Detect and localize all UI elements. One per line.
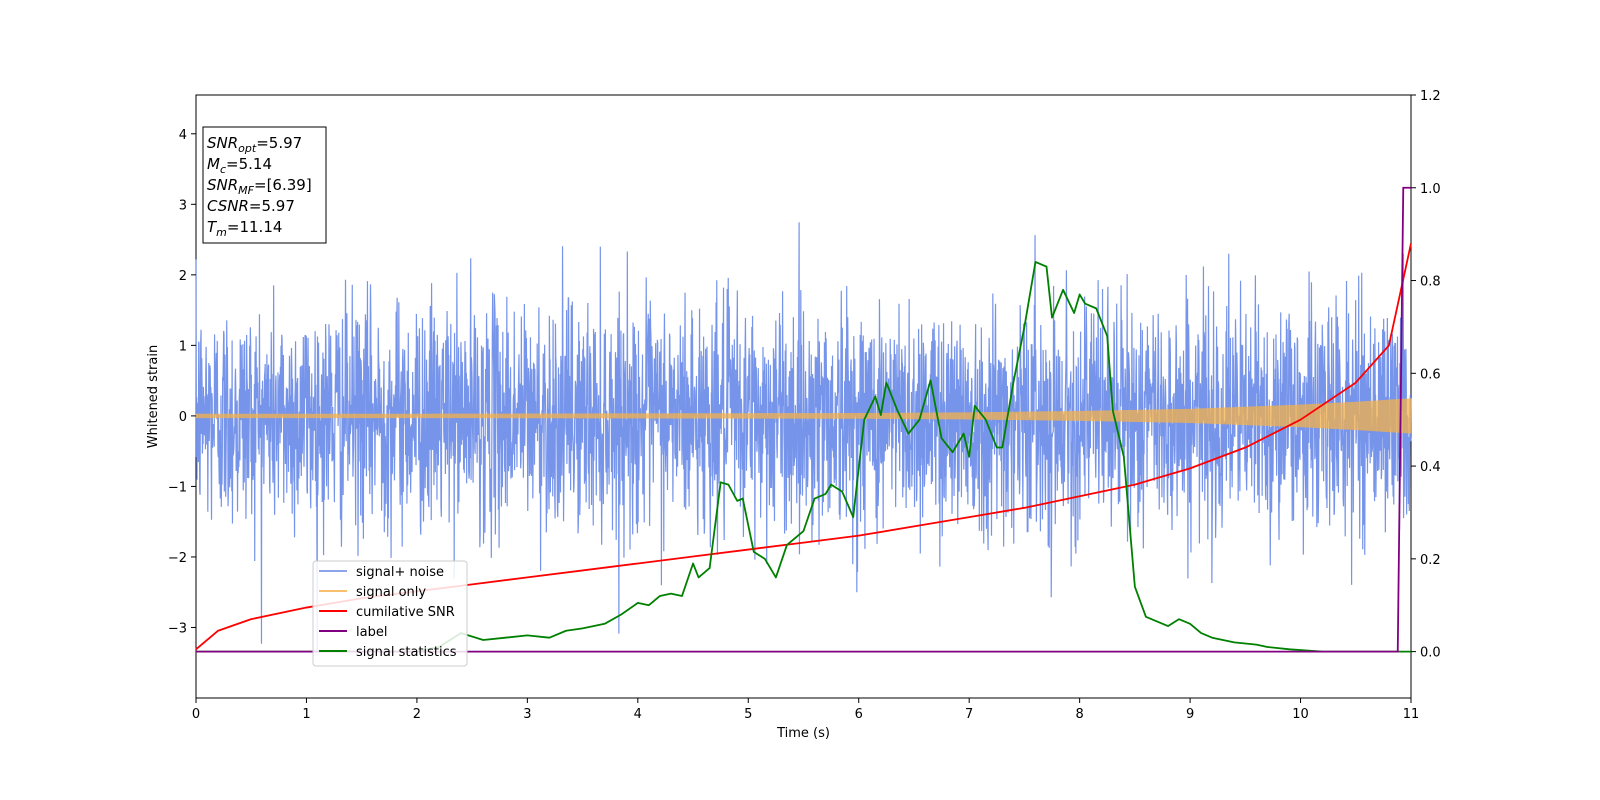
legend-label: label (356, 625, 387, 640)
x-tick-label: 5 (744, 707, 752, 722)
series-signal-statistics (196, 261, 1411, 653)
y-axis-right: 0.0 0.2 0.4 0.6 0.8 1.0 1.2 (1411, 89, 1441, 661)
x-tick-label: 2 (413, 707, 421, 722)
info-box-line: Mc=5.14 (207, 155, 272, 176)
x-tick-label: 1 (302, 707, 310, 722)
y-tick-label: 1 (179, 339, 187, 354)
info-box-frame (202, 126, 327, 244)
info-box-line: SNRopt=5.97 (207, 134, 302, 155)
y-tick-label: 3 (179, 198, 187, 213)
legend-frame (312, 560, 468, 667)
x-tick-label: 4 (634, 707, 642, 722)
y-axis-label: Whitened strain (146, 345, 161, 448)
x-tick-label: 3 (523, 707, 531, 722)
y-tick-label: 0 (179, 410, 187, 425)
x-tick-label: 0 (192, 707, 200, 722)
y-tick-label: 2 (179, 269, 187, 284)
y2-tick-label: 0.8 (1420, 275, 1441, 290)
info-box-line: CSNR=5.97 (207, 197, 295, 215)
noise-line (195, 222, 1412, 653)
y2-tick-label: 1.2 (1420, 89, 1441, 104)
x-tick-label: 8 (1075, 707, 1083, 722)
y2-tick-label: 0.2 (1420, 553, 1441, 568)
y-tick-label: 4 (179, 128, 187, 143)
legend-label: cumilative SNR (356, 605, 455, 620)
legend-label: signal statistics (356, 645, 457, 660)
y-tick-label: −1 (168, 480, 187, 495)
legend: signal+ noise signal only cumilative SNR la… (312, 560, 468, 667)
x-tick-label: 7 (965, 707, 973, 722)
signal-statistics-line (196, 261, 1411, 653)
y-axis-left: −3 −2 −1 0 1 2 3 4 (168, 128, 196, 636)
x-tick-label: 9 (1186, 707, 1194, 722)
legend-label: signal+ noise (356, 565, 444, 580)
plot-area (195, 94, 1412, 699)
label-line (196, 186, 1411, 653)
info-box-line: Tm=11.14 (207, 218, 282, 239)
series-signal-only (195, 398, 1412, 434)
signal-only-line (195, 398, 1412, 434)
info-box-line: SNRMF=[6.39] (207, 176, 312, 197)
y2-tick-label: 0.4 (1420, 460, 1441, 475)
x-axis-label: Time (s) (776, 726, 830, 741)
x-axis: 0 1 2 3 4 5 6 7 8 9 10 11 (192, 698, 1419, 722)
y2-tick-label: 1.0 (1420, 182, 1441, 197)
y-tick-label: −2 (168, 551, 187, 566)
series-label (196, 186, 1411, 653)
legend-label: signal only (356, 585, 426, 600)
y2-tick-label: 0.6 (1420, 367, 1441, 382)
y2-tick-label: 0.0 (1420, 646, 1441, 661)
series-signal-plus-noise (195, 222, 1412, 653)
x-tick-label: 11 (1403, 707, 1420, 722)
x-tick-label: 10 (1292, 707, 1309, 722)
x-tick-label: 6 (855, 707, 863, 722)
y-tick-label: −3 (168, 621, 187, 636)
